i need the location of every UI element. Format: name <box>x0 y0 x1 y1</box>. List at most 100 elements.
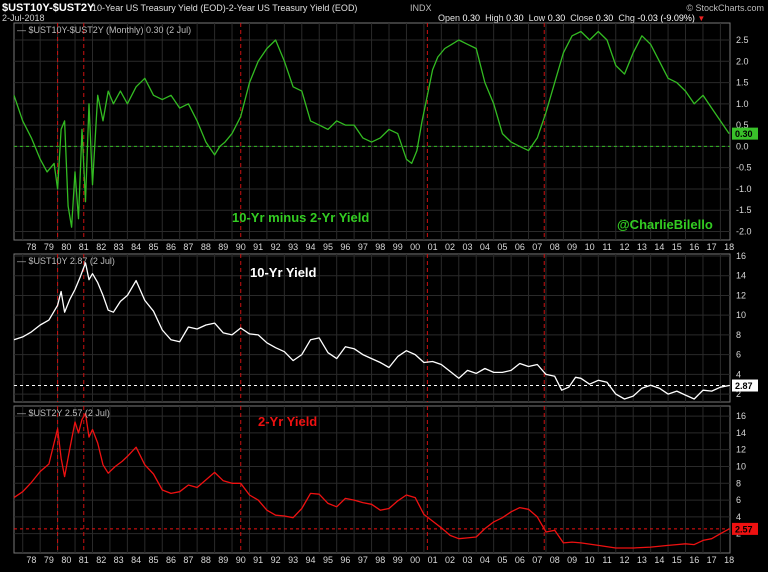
x-tick-label: 89 <box>218 555 228 565</box>
x-tick-label: 12 <box>619 242 629 252</box>
ten-year-legend: — $UST10Y 2.87 (2 Jul) <box>17 256 115 266</box>
y-tick-label: 1.5 <box>736 78 749 88</box>
x-tick-label: 01 <box>428 242 438 252</box>
last-value-badge <box>732 127 758 140</box>
y-tick-label: 0.0 <box>736 141 749 151</box>
y-tick-label: 2 <box>736 389 741 399</box>
x-tick-label: 18 <box>724 555 734 565</box>
x-tick-label: 09 <box>567 242 577 252</box>
copyright-text: © StockCharts.com <box>686 3 764 13</box>
close-value: 0.30 <box>595 13 614 23</box>
x-tick-label: 98 <box>375 242 385 252</box>
last-value-label: 2.57 <box>735 524 753 534</box>
x-tick-label: 02 <box>445 555 455 565</box>
x-tick-label: 18 <box>724 242 734 252</box>
x-tick-label: 16 <box>689 555 699 565</box>
x-tick-label: 85 <box>149 555 159 565</box>
x-tick-label: 04 <box>480 242 490 252</box>
x-tick-label: 00 <box>410 555 420 565</box>
x-tick-label: 88 <box>201 555 211 565</box>
x-tick-label: 04 <box>480 555 490 565</box>
two-year-series-line <box>13 412 730 549</box>
y-tick-label: 2.0 <box>736 56 749 66</box>
x-tick-label: 09 <box>567 555 577 565</box>
x-tick-label: 93 <box>288 555 298 565</box>
y-tick-label: 8 <box>736 478 741 488</box>
x-tick-label: 78 <box>26 555 36 565</box>
chg-label: Chg <box>618 13 635 23</box>
x-tick-label: 87 <box>183 242 193 252</box>
x-tick-label: 15 <box>672 242 682 252</box>
x-tick-label: 15 <box>672 555 682 565</box>
y-tick-label: 14 <box>736 271 746 281</box>
watermark-text: @CharlieBilello <box>617 217 713 232</box>
x-tick-label: 08 <box>550 555 560 565</box>
x-tick-label: 03 <box>462 555 472 565</box>
x-tick-label: 86 <box>166 242 176 252</box>
x-tick-label: 11 <box>602 242 611 252</box>
x-tick-label: 89 <box>218 242 228 252</box>
x-tick-label: 83 <box>114 555 124 565</box>
x-tick-label: 90 <box>236 242 246 252</box>
y-tick-label: 0.5 <box>736 120 749 130</box>
x-tick-label: 13 <box>637 242 647 252</box>
y-tick-label: 12 <box>736 290 746 300</box>
y-tick-label: 16 <box>736 251 746 261</box>
ten-year-annotation: 10-Yr Yield <box>250 265 317 280</box>
x-tick-label: 80 <box>61 555 71 565</box>
spread-panel: -2.0 -1.5 -1.0 -0.5 0.0 0.5 1.0 1.5 2.0 2.5 0.30 — … <box>13 22 758 252</box>
x-tick-label: 14 <box>654 555 664 565</box>
x-tick-label: 97 <box>358 242 368 252</box>
x-tick-label: 83 <box>114 242 124 252</box>
x-tick-label: 13 <box>637 555 647 565</box>
y-tick-label: 14 <box>736 428 746 438</box>
y-tick-label: 4 <box>736 512 741 522</box>
x-tick-label: 88 <box>201 242 211 252</box>
y-tick-label: 10 <box>736 461 746 471</box>
open-value: 0.30 <box>462 13 481 23</box>
y-tick-label: 1.0 <box>736 99 749 109</box>
y-tick-label: 4 <box>736 369 741 379</box>
x-tick-label: 03 <box>462 242 472 252</box>
close-label: Close <box>570 13 594 23</box>
x-tick-label: 14 <box>654 242 664 252</box>
x-tick-label: 07 <box>532 555 542 565</box>
spread-annotation: 10-Yr minus 2-Yr Yield <box>232 210 369 225</box>
x-tick-label: 85 <box>149 242 159 252</box>
x-tick-label: 82 <box>96 242 106 252</box>
two-year-annotation: 2-Yr Yield <box>258 414 317 429</box>
last-value-label: 2.87 <box>735 381 753 391</box>
x-tick-label: 79 <box>44 242 54 252</box>
x-tick-label: 97 <box>358 555 368 565</box>
x-tick-label: 10 <box>585 555 595 565</box>
last-value-badge <box>732 379 758 392</box>
x-tick-label: 90 <box>236 555 246 565</box>
y-tick-label: 10 <box>736 310 746 320</box>
open-label: Open <box>438 13 461 23</box>
y-tick-label: 6 <box>736 495 741 505</box>
y-tick-label: -0.5 <box>736 163 752 173</box>
last-value-badge <box>732 522 758 535</box>
x-tick-label: 94 <box>306 555 316 565</box>
y-tick-label: 8 <box>736 330 741 340</box>
x-tick-label: 86 <box>166 555 176 565</box>
x-tick-label: 05 <box>497 242 507 252</box>
x-tick-label: 05 <box>497 555 507 565</box>
x-tick-label: 99 <box>393 242 403 252</box>
x-tick-label: 95 <box>323 555 333 565</box>
x-tick-label: 08 <box>550 242 560 252</box>
x-tick-label: 17 <box>707 242 717 252</box>
x-tick-label: 91 <box>253 242 263 252</box>
x-tick-label: 16 <box>689 242 699 252</box>
x-tick-label: 95 <box>323 242 333 252</box>
low-label: Low <box>528 13 546 23</box>
x-tick-label: 96 <box>340 242 350 252</box>
x-tick-label: 81 <box>79 242 89 252</box>
x-tick-label: 02 <box>445 242 455 252</box>
two-year-legend: — $UST2Y 2.57 (2 Jul) <box>17 408 110 418</box>
ten-year-series-line <box>13 262 730 400</box>
y-tick-label: -2.0 <box>736 226 752 236</box>
y-tick-label: 2.5 <box>736 35 749 45</box>
x-tick-label: 87 <box>183 555 193 565</box>
